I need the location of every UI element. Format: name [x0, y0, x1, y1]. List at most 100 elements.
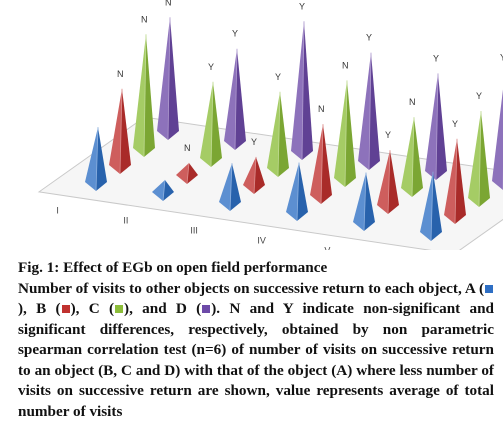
significance-label: Y	[366, 33, 372, 43]
significance-label: N	[184, 143, 191, 153]
pyramid-face-left	[219, 163, 232, 211]
pyramid-edge	[234, 48, 238, 151]
pyramid-a-ii	[152, 179, 174, 202]
pyramid-d-i	[157, 17, 179, 141]
significance-label: N	[141, 14, 148, 24]
pyramid-face-left	[109, 88, 122, 174]
pyramid-b-iii	[243, 156, 265, 195]
caption-text-4: ), and D (	[124, 300, 202, 317]
significance-label: Y	[385, 130, 391, 140]
pyramid-face-right	[120, 88, 131, 174]
pyramid-d-ii	[224, 48, 246, 151]
pyramid-face-right	[302, 21, 313, 160]
pyramid-face-right	[278, 91, 289, 177]
significance-label: Y	[476, 91, 482, 101]
pyramid-b-v	[377, 150, 399, 215]
pyramid-edge	[143, 34, 147, 158]
significance-label: Y	[232, 29, 238, 39]
pyramid-face-left	[200, 81, 213, 167]
pyramid-face-right	[455, 138, 466, 224]
pyramid-face-left	[358, 52, 371, 170]
pyramid-face-left	[176, 162, 189, 184]
pyramid-face-right	[364, 172, 375, 231]
pyramid-a-iii	[219, 163, 241, 212]
pyramid-edge	[478, 111, 482, 208]
pyramid-b-i	[109, 88, 131, 175]
pyramid-face-right	[230, 163, 241, 211]
pyramid-face-left	[224, 48, 237, 151]
pyramid-c-iv	[334, 80, 356, 188]
pyramid-face-left	[492, 89, 503, 190]
pyramid-a-i	[85, 127, 107, 192]
significance-label: N	[342, 60, 349, 70]
pyramid-c-iii	[267, 91, 289, 178]
pyramid-edge	[95, 127, 99, 192]
caption-text-1: Number of visits to other objects on suc…	[18, 279, 484, 297]
legend-swatch-b	[61, 305, 70, 314]
pyramid-face-right	[479, 111, 490, 207]
caption-title: Fig. 1: Effect of EGb on open field perf…	[18, 259, 328, 276]
pyramid-face-left	[353, 172, 366, 231]
pyramid-edge	[368, 52, 372, 171]
pyramid-face-left	[286, 162, 299, 221]
pyramid-edge	[363, 172, 367, 232]
pyramid-edge	[210, 81, 214, 168]
pyramid-face-right	[431, 171, 442, 241]
pyramid-edge	[430, 171, 434, 242]
significance-label: N	[165, 0, 172, 7]
pyramid-face-right	[96, 127, 107, 191]
pyramid-edge	[387, 150, 391, 215]
significance-label: Y	[299, 1, 305, 11]
pyramid-a-vi	[420, 171, 442, 242]
pyramid-face-left	[133, 34, 146, 157]
legend-swatch-a	[485, 284, 493, 293]
pyramid-b-iv	[310, 124, 332, 205]
pyramid-face-left	[420, 171, 433, 241]
significance-label: Y	[208, 62, 214, 72]
pyramid-face-right	[163, 179, 174, 201]
pyramid-edge	[454, 138, 458, 225]
pyramid-edge	[186, 162, 190, 185]
pyramid-edge	[344, 80, 348, 188]
pyramid-face-left	[334, 80, 347, 187]
pyramid-face-left	[377, 150, 390, 214]
x-tick-label: III	[190, 225, 198, 235]
pyramid-face-right	[388, 150, 399, 214]
floor-plane	[37, 116, 503, 250]
pyramid-edge	[162, 179, 166, 202]
pyramid-edge	[435, 73, 439, 181]
significance-label: Y	[500, 53, 503, 63]
x-tick-label: V	[324, 245, 330, 250]
pyramid-edge	[320, 124, 324, 205]
significance-label: Y	[275, 72, 281, 82]
pyramid-face-left	[310, 124, 323, 204]
legend-swatch-d	[202, 305, 211, 314]
pyramid-face-left	[152, 179, 165, 201]
pyramid-edge	[296, 162, 300, 222]
pyramid-bar-chart: IIIIIIIVVVI NNYNYYNYYNNYNYYYYY	[37, 0, 503, 250]
pyramid-edge	[253, 156, 257, 195]
x-tick-label: IV	[257, 235, 266, 245]
pyramid-face-left	[444, 138, 457, 224]
chart-marks	[85, 17, 503, 242]
pyramid-edge	[229, 163, 233, 212]
caption-text-2: ), B (	[18, 300, 61, 317]
pyramid-edge	[167, 17, 171, 141]
pyramid-c-ii	[200, 81, 222, 168]
pyramid-face-right	[254, 156, 265, 194]
significance-label: N	[318, 104, 325, 114]
pyramid-face-right	[412, 117, 423, 197]
pyramid-c-vi	[468, 111, 490, 208]
pyramid-face-left	[468, 111, 481, 207]
pyramid-face-left	[157, 17, 170, 140]
pyramid-face-right	[144, 34, 155, 157]
pyramid-d-vi	[492, 89, 503, 190]
pyramid-face-left	[243, 156, 256, 194]
pyramid-face-left	[267, 91, 280, 177]
pyramid-face-right	[168, 17, 179, 140]
x-tick-label: I	[56, 205, 59, 215]
pyramid-face-left	[291, 21, 304, 160]
significance-label: Y	[251, 137, 257, 147]
pyramid-d-iv	[358, 52, 380, 171]
pyramid-edge	[277, 91, 281, 178]
